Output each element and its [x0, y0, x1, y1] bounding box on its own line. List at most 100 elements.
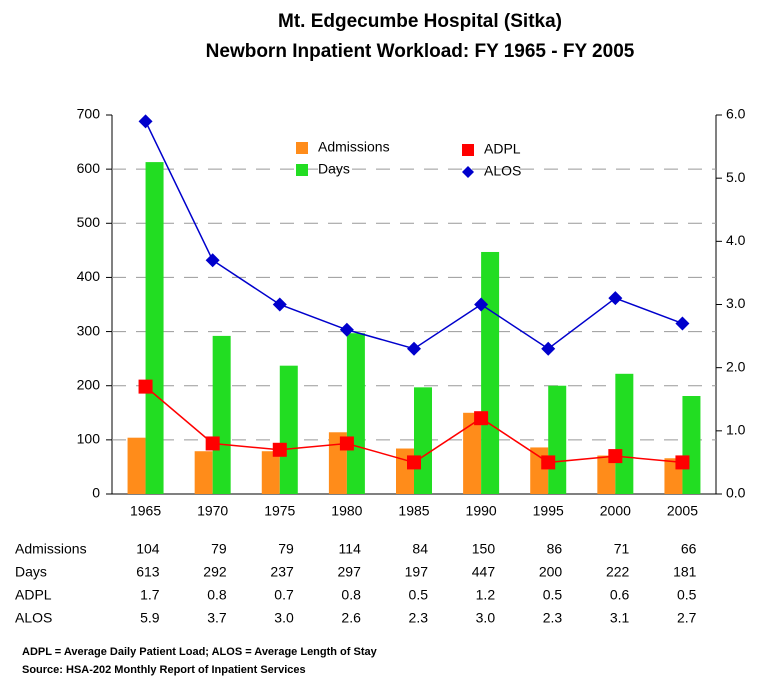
- x-tick-label: 1990: [466, 503, 497, 519]
- bar: [597, 455, 616, 494]
- legend-marker: [462, 144, 474, 156]
- marker: [407, 341, 421, 356]
- table-cell: 2.3: [409, 610, 429, 626]
- marker: [541, 341, 556, 356]
- marker: [138, 114, 153, 129]
- x-tick-label: 2005: [667, 503, 698, 519]
- table-cell: 66: [681, 541, 697, 557]
- table-cell: 0.8: [207, 587, 227, 603]
- y2-tick-label: 1.0: [726, 422, 746, 438]
- marker: [339, 436, 354, 451]
- table-cell: 297: [338, 564, 362, 580]
- table-cell: 0.8: [341, 587, 361, 603]
- x-tick-label: 2000: [600, 503, 631, 519]
- table-cell: 1.2: [476, 587, 496, 603]
- table-cell: 5.9: [140, 610, 160, 626]
- marker: [675, 316, 690, 331]
- x-tick-label: 1985: [398, 503, 429, 519]
- table-cell: 71: [614, 541, 630, 557]
- table-cell: 1.7: [140, 587, 160, 603]
- y2-tick-label: 3.0: [726, 295, 746, 311]
- table-cell: 181: [673, 564, 697, 580]
- x-tick-label: 1975: [264, 503, 295, 519]
- bar: [145, 162, 164, 494]
- table-cell: 0.5: [543, 587, 563, 603]
- marker: [339, 322, 354, 337]
- y2-tick-label: 5.0: [726, 169, 746, 185]
- table-cell: 3.7: [207, 610, 227, 626]
- chart-subtitle: Newborn Inpatient Workload: FY 1965 - FY…: [206, 41, 635, 62]
- table-cell: 150: [472, 541, 496, 557]
- marker: [541, 455, 556, 470]
- table-cell: 0.5: [409, 587, 429, 603]
- table-cell: 447: [472, 564, 496, 580]
- table-row-label: ALOS: [15, 610, 52, 626]
- x-tick-label: 1980: [331, 503, 362, 519]
- table-cell: 3.0: [274, 610, 294, 626]
- footnote: Source: HSA-202 Monthly Report of Inpati…: [22, 664, 306, 676]
- marker: [675, 455, 690, 470]
- marker: [474, 411, 489, 426]
- y-tick-label: 0: [92, 485, 100, 501]
- table-cell: 0.6: [610, 587, 630, 603]
- marker: [205, 253, 220, 268]
- y-tick-label: 300: [77, 322, 101, 338]
- table-cell: 114: [339, 541, 362, 557]
- table-cell: 79: [211, 541, 227, 557]
- line: [144, 120, 683, 350]
- bar: [194, 451, 213, 494]
- legend-marker: [296, 142, 308, 154]
- legend-label: Admissions: [318, 139, 390, 155]
- bar: [463, 412, 482, 494]
- x-tick-label: 1965: [130, 503, 161, 519]
- y-tick-label: 600: [77, 160, 101, 176]
- table-cell: 79: [278, 541, 294, 557]
- y-tick-label: 100: [77, 431, 101, 447]
- bar: [346, 333, 365, 494]
- bar: [127, 437, 146, 494]
- table-cell: 0.5: [677, 587, 697, 603]
- table-cell: 237: [270, 564, 294, 580]
- y-tick-label: 400: [77, 268, 101, 284]
- table-cell: 2.7: [677, 610, 697, 626]
- table-cell: 2.6: [341, 610, 361, 626]
- bar: [261, 451, 280, 494]
- bar: [682, 396, 701, 494]
- table-cell: 292: [203, 564, 227, 580]
- marker: [272, 297, 287, 312]
- bar: [279, 365, 298, 494]
- x-tick-label: 1995: [533, 503, 564, 519]
- marker: [474, 297, 489, 312]
- bar: [212, 335, 231, 494]
- legend-label: ALOS: [484, 163, 521, 179]
- bar: [396, 448, 414, 494]
- table-cell: 3.1: [610, 610, 630, 626]
- table-row-label: ADPL: [15, 587, 52, 603]
- table-cell: 104: [136, 541, 160, 557]
- table-cell: 2.3: [543, 610, 563, 626]
- legend-label: ADPL: [484, 141, 521, 157]
- table-cell: 197: [405, 564, 429, 580]
- y2-tick-label: 0.0: [726, 485, 746, 501]
- bar: [548, 385, 567, 494]
- marker: [205, 436, 220, 451]
- table-cell: 200: [539, 564, 563, 580]
- x-tick-label: 1970: [197, 503, 228, 519]
- table-row-label: Days: [15, 564, 47, 580]
- table-cell: 222: [606, 564, 630, 580]
- table-row-label: Admissions: [15, 541, 87, 557]
- bar: [615, 373, 634, 494]
- legend-marker: [296, 164, 308, 176]
- table-cell: 86: [547, 541, 563, 557]
- bar: [481, 251, 500, 494]
- y2-tick-label: 4.0: [726, 232, 746, 248]
- marker: [608, 291, 623, 306]
- y-tick-label: 500: [77, 214, 101, 230]
- table-cell: 84: [412, 541, 428, 557]
- table-cell: 613: [136, 564, 160, 580]
- y-tick-label: 200: [77, 376, 101, 392]
- bar: [414, 387, 432, 494]
- marker: [407, 455, 421, 470]
- legend-label: Days: [318, 161, 350, 177]
